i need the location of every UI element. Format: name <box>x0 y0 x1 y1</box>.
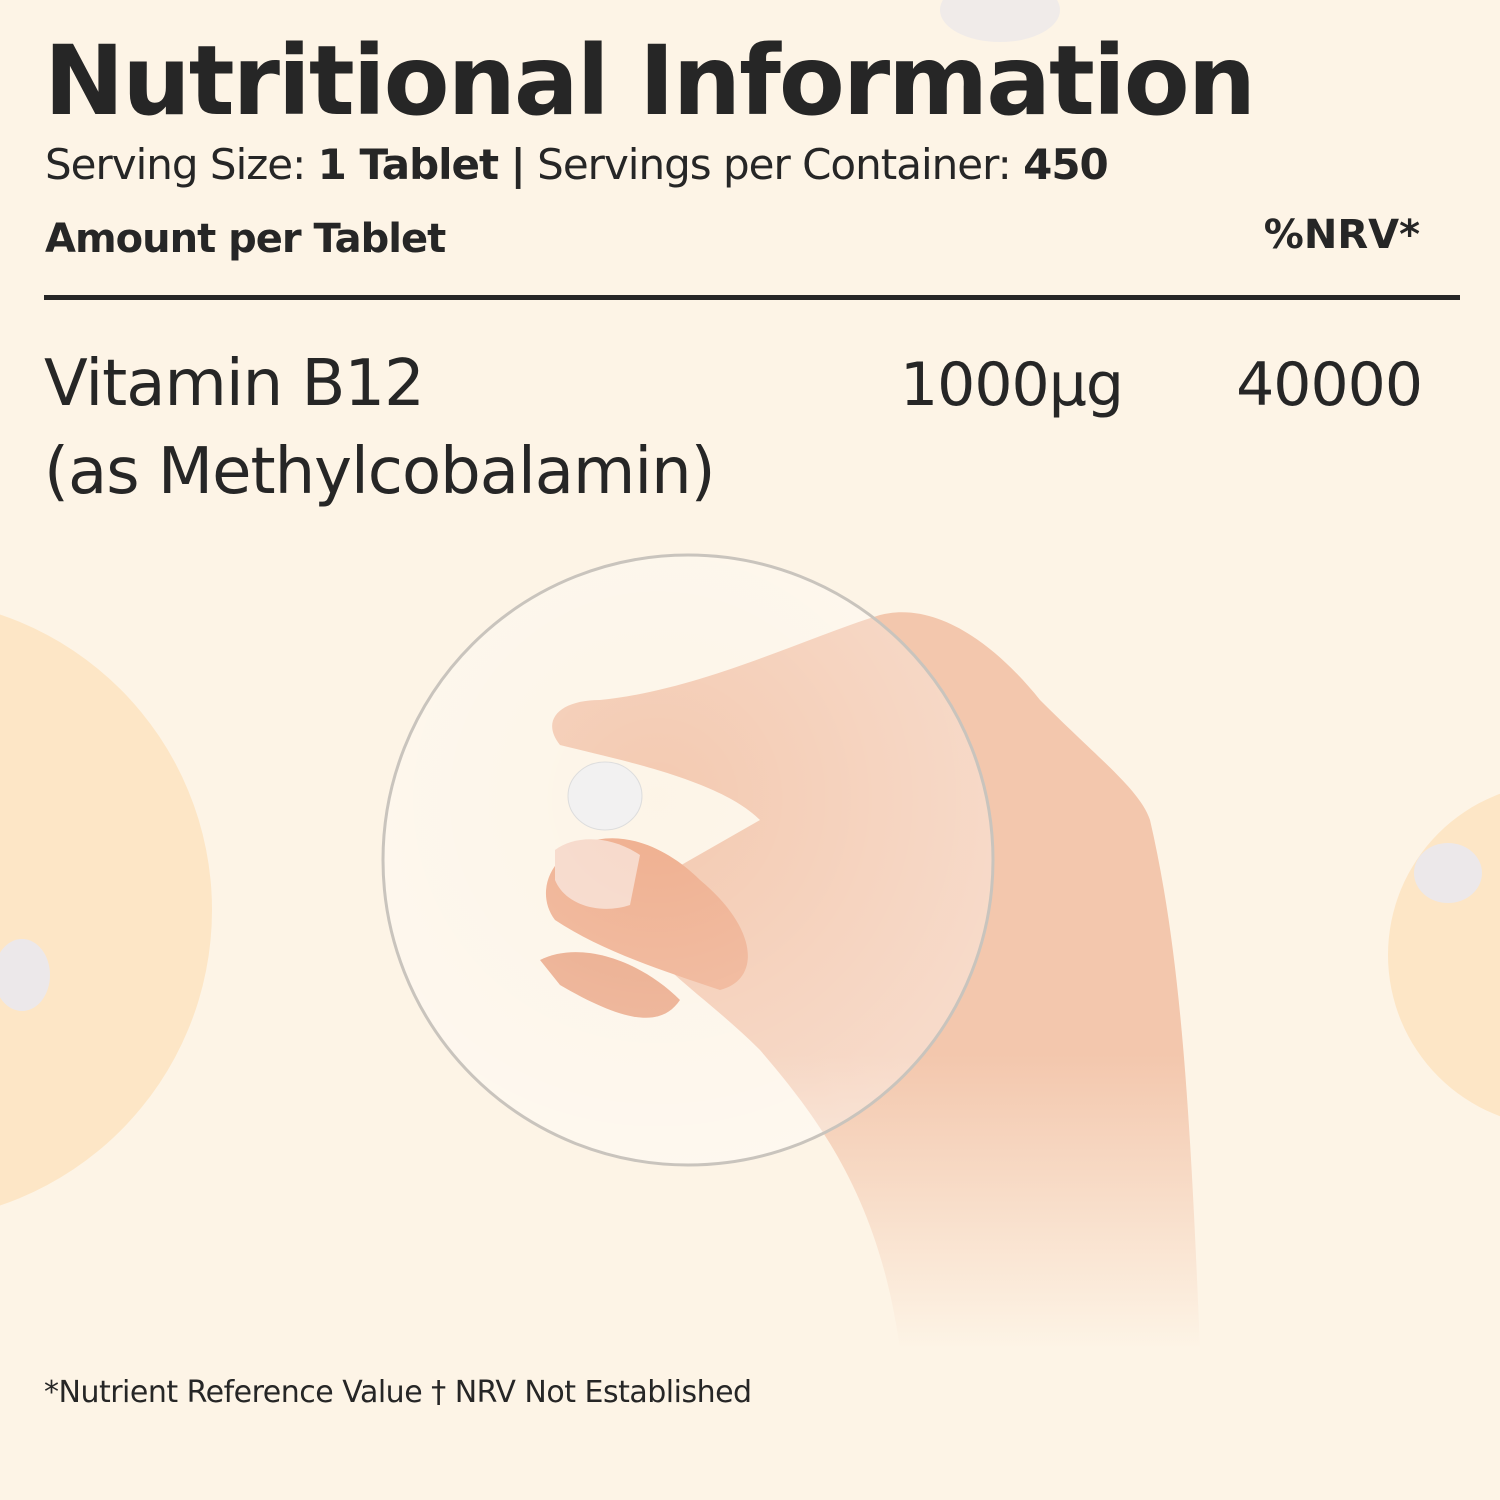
serving-size-label: Serving Size: <box>45 140 306 189</box>
nrv-header: %NRV* <box>1263 212 1420 258</box>
nutrient-name: Vitamin B12 (as Methylcobalamin) <box>44 340 716 516</box>
footnote: *Nutrient Reference Value † NRV Not Esta… <box>44 1375 752 1410</box>
servings-value: 450 <box>1023 140 1109 189</box>
nutrient-amount: 1000µg <box>900 350 1124 420</box>
tablet-icon <box>1414 843 1482 903</box>
decor-circle-left <box>0 614 212 1206</box>
serving-size-value: 1 Tablet <box>317 140 499 189</box>
nutrient-nrv: 40000 <box>1236 350 1423 420</box>
separator: | <box>510 140 525 189</box>
tablet-icon <box>940 0 1060 42</box>
nutrient-form: (as Methylcobalamin) <box>44 435 716 509</box>
servings-label: Servings per Container: <box>537 140 1012 189</box>
serving-info: Serving Size: 1 Tablet | Servings per Co… <box>45 140 1109 189</box>
amount-header: Amount per Tablet <box>45 216 446 262</box>
divider <box>44 295 1460 300</box>
decor-circle-right <box>1388 793 1500 1117</box>
tablet-icon <box>0 939 50 1011</box>
nutrient-label: Vitamin B12 <box>44 347 425 421</box>
page-title: Nutritional Information <box>44 25 1256 137</box>
magnifier-lens <box>381 553 995 1167</box>
tablet-icon <box>567 761 643 831</box>
